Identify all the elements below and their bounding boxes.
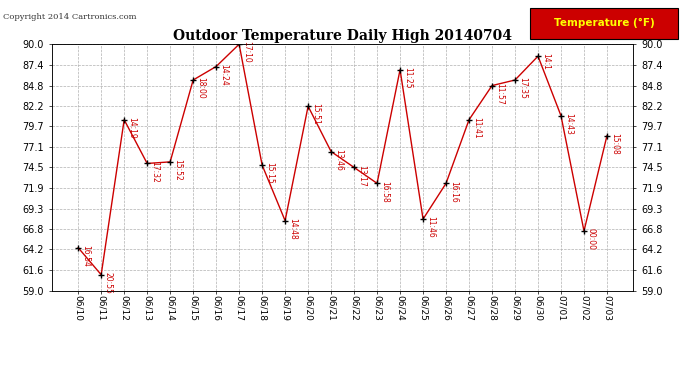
Text: 16:16: 16:16 [448, 180, 458, 202]
Text: 13:17: 13:17 [357, 165, 366, 186]
Text: 13:46: 13:46 [334, 149, 343, 171]
Text: 11:25: 11:25 [403, 67, 412, 88]
Text: 14:1: 14:1 [541, 53, 550, 70]
Text: 15:52: 15:52 [173, 159, 182, 181]
Text: 20:55: 20:55 [104, 272, 113, 294]
Text: 16:54: 16:54 [81, 245, 90, 267]
Text: 17:35: 17:35 [518, 77, 526, 99]
Text: Temperature (°F): Temperature (°F) [553, 18, 655, 28]
Text: 14:48: 14:48 [288, 218, 297, 240]
Text: 18:00: 18:00 [196, 77, 205, 99]
Text: 15:51: 15:51 [311, 104, 320, 125]
Text: 14:19: 14:19 [127, 117, 136, 139]
Text: 11:57: 11:57 [495, 83, 504, 105]
Text: 14:43: 14:43 [564, 113, 573, 135]
Title: Outdoor Temperature Daily High 20140704: Outdoor Temperature Daily High 20140704 [173, 29, 512, 43]
Text: Copyright 2014 Cartronics.com: Copyright 2014 Cartronics.com [3, 13, 137, 21]
Text: 14:24: 14:24 [219, 64, 228, 86]
Text: 15:08: 15:08 [610, 133, 619, 154]
Text: 16:58: 16:58 [380, 180, 389, 202]
Text: 00:00: 00:00 [586, 228, 595, 250]
Text: 11:41: 11:41 [472, 117, 481, 139]
Text: 17:10: 17:10 [242, 42, 251, 63]
Text: 15:15: 15:15 [265, 162, 274, 184]
Text: 11:46: 11:46 [426, 216, 435, 238]
Text: 17:32: 17:32 [150, 160, 159, 182]
